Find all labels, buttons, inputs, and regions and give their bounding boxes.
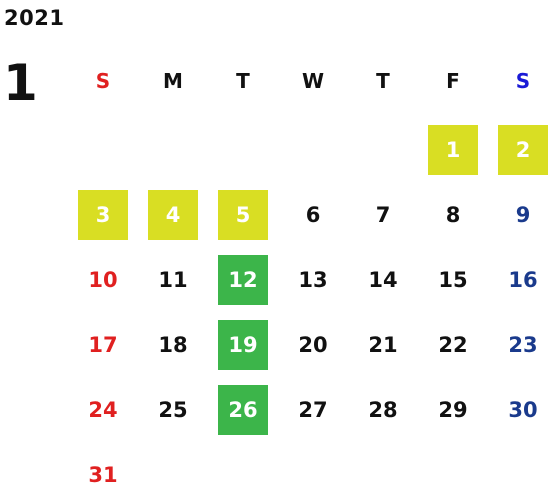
day-cell[interactable]: 26	[218, 385, 268, 435]
year-label: 2021	[4, 6, 65, 30]
weekday-header: T	[236, 69, 250, 93]
day-cell[interactable]: 27	[298, 398, 328, 422]
day-cell[interactable]: 23	[508, 333, 538, 357]
day-cell[interactable]: 4	[148, 190, 198, 240]
day-cell[interactable]: 16	[508, 268, 538, 292]
day-cell[interactable]: 20	[298, 333, 328, 357]
weekday-header: T	[376, 69, 390, 93]
day-cell[interactable]: 1	[428, 125, 478, 175]
day-cell[interactable]: 18	[158, 333, 188, 357]
day-cell[interactable]: 7	[375, 203, 391, 227]
day-cell[interactable]: 31	[88, 463, 118, 487]
weekday-header: S	[95, 69, 111, 93]
day-cell[interactable]: 6	[305, 203, 321, 227]
weekday-header: M	[163, 69, 183, 93]
day-cell[interactable]: 19	[218, 320, 268, 370]
day-cell[interactable]: 21	[368, 333, 398, 357]
day-cell[interactable]: 8	[445, 203, 461, 227]
day-cell[interactable]: 14	[368, 268, 398, 292]
weekday-header: S	[515, 69, 531, 93]
day-cell[interactable]: 28	[368, 398, 398, 422]
day-cell[interactable]: 25	[158, 398, 188, 422]
day-cell[interactable]: 22	[438, 333, 468, 357]
day-cell[interactable]: 13	[298, 268, 328, 292]
day-cell[interactable]: 15	[438, 268, 468, 292]
day-cell[interactable]: 9	[515, 203, 531, 227]
day-cell[interactable]: 24	[88, 398, 118, 422]
day-cell[interactable]: 2	[498, 125, 548, 175]
day-cell[interactable]: 10	[88, 268, 118, 292]
month-number: 1	[3, 54, 38, 112]
day-cell[interactable]: 30	[508, 398, 538, 422]
day-cell[interactable]: 5	[218, 190, 268, 240]
day-cell[interactable]: 17	[88, 333, 118, 357]
weekday-header: F	[446, 69, 460, 93]
day-cell[interactable]: 3	[78, 190, 128, 240]
day-cell[interactable]: 29	[438, 398, 468, 422]
weekday-header: W	[301, 69, 325, 93]
day-cell[interactable]: 11	[158, 268, 188, 292]
day-cell[interactable]: 12	[218, 255, 268, 305]
